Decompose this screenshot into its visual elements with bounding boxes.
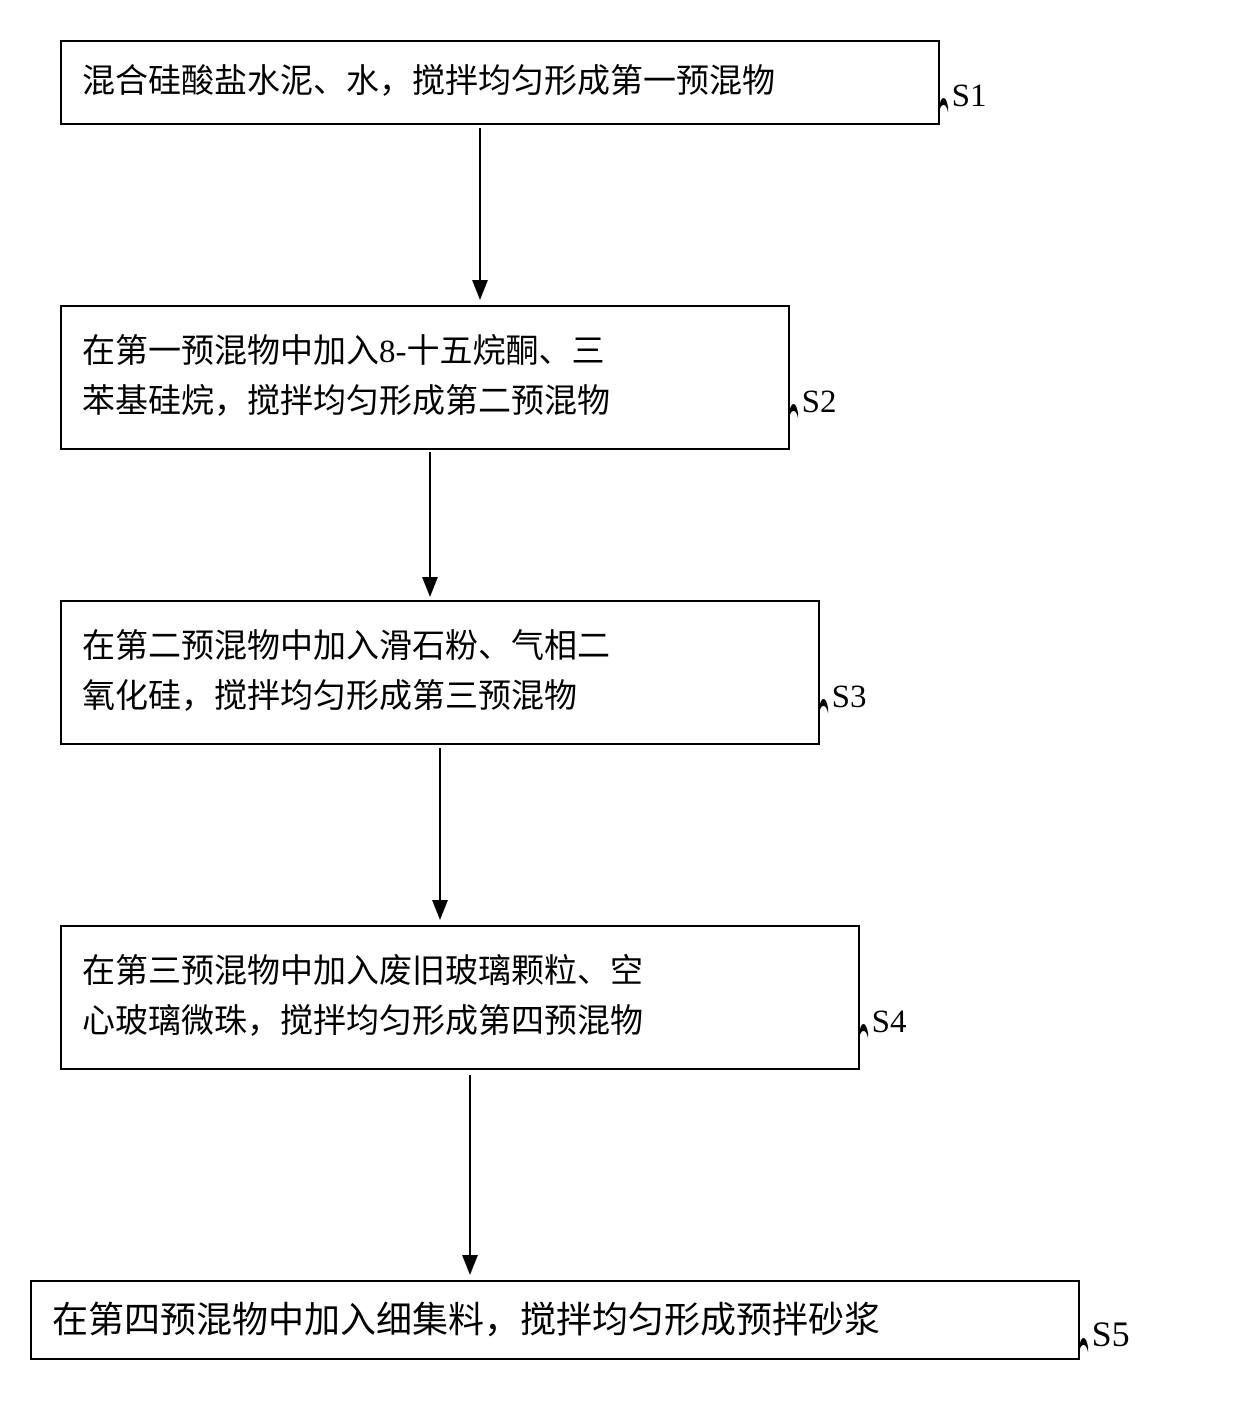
step-box-s4: 在第三预混物中加入废旧玻璃颗粒、空 心玻璃微珠，搅拌均匀形成第四预混物 [60, 925, 860, 1070]
step-s3: 在第二预混物中加入滑石粉、气相二 氧化硅，搅拌均匀形成第三预混物 ⌢ S3 [60, 600, 866, 745]
bracket-icon: ⌢ [1078, 1315, 1089, 1367]
step-box-s3: 在第二预混物中加入滑石粉、气相二 氧化硅，搅拌均匀形成第三预混物 [60, 600, 820, 745]
step-text-s2-line1: 在第一预混物中加入8-十五烷酮、三 [82, 334, 605, 370]
step-label-s5: S5 [1092, 1313, 1130, 1355]
bracket-icon: ⌢ [938, 75, 949, 127]
step-label-s1: S1 [952, 78, 987, 115]
arrow-s3-s4 [425, 748, 455, 920]
step-text-s4-line2: 心玻璃微珠，搅拌均匀形成第四预混物 [82, 1004, 643, 1040]
label-group-s1: ⌢ S1 [940, 78, 986, 115]
step-text-s2-line2: 苯基硅烷，搅拌均匀形成第二预混物 [82, 384, 610, 420]
step-s1: 混合硅酸盐水泥、水，搅拌均匀形成第一预混物 ⌢ S1 [60, 40, 986, 125]
step-s4: 在第三预混物中加入废旧玻璃颗粒、空 心玻璃微珠，搅拌均匀形成第四预混物 ⌢ S4 [60, 925, 906, 1070]
step-box-s2: 在第一预混物中加入8-十五烷酮、三 苯基硅烷，搅拌均匀形成第二预混物 [60, 305, 790, 450]
bracket-icon: ⌢ [788, 381, 799, 433]
step-text-s5: 在第四预混物中加入细集料，搅拌均匀形成预拌砂浆 [52, 1293, 880, 1347]
step-label-s3: S3 [832, 679, 867, 716]
step-s2: 在第一预混物中加入8-十五烷酮、三 苯基硅烷，搅拌均匀形成第二预混物 ⌢ S2 [60, 305, 836, 450]
label-group-s5: ⌢ S5 [1080, 1313, 1130, 1355]
arrow-s1-s2 [465, 128, 495, 300]
arrow-s4-s5 [455, 1075, 485, 1275]
step-text-s2: 在第一预混物中加入8-十五烷酮、三 苯基硅烷，搅拌均匀形成第二预混物 [82, 328, 610, 427]
step-box-s5: 在第四预混物中加入细集料，搅拌均匀形成预拌砂浆 [30, 1280, 1080, 1360]
arrow-s2-s3 [415, 452, 445, 597]
label-group-s4: ⌢ S4 [860, 1004, 906, 1041]
step-text-s4-line1: 在第三预混物中加入废旧玻璃颗粒、空 [82, 954, 643, 990]
label-group-s2: ⌢ S2 [790, 384, 836, 421]
step-label-s4: S4 [872, 1004, 907, 1041]
bracket-icon: ⌢ [858, 1001, 869, 1053]
step-text-s3: 在第二预混物中加入滑石粉、气相二 氧化硅，搅拌均匀形成第三预混物 [82, 623, 610, 722]
step-text-s3-line2: 氧化硅，搅拌均匀形成第三预混物 [82, 679, 577, 715]
step-text-s4: 在第三预混物中加入废旧玻璃颗粒、空 心玻璃微珠，搅拌均匀形成第四预混物 [82, 948, 643, 1047]
bracket-icon: ⌢ [818, 676, 829, 728]
label-group-s3: ⌢ S3 [820, 679, 866, 716]
step-s5: 在第四预混物中加入细集料，搅拌均匀形成预拌砂浆 ⌢ S5 [30, 1280, 1130, 1360]
step-box-s1: 混合硅酸盐水泥、水，搅拌均匀形成第一预混物 [60, 40, 940, 125]
step-text-s1: 混合硅酸盐水泥、水，搅拌均匀形成第一预混物 [82, 58, 775, 108]
step-label-s2: S2 [802, 384, 837, 421]
step-text-s3-line1: 在第二预混物中加入滑石粉、气相二 [82, 629, 610, 665]
flowchart-container: 混合硅酸盐水泥、水，搅拌均匀形成第一预混物 ⌢ S1 在第一预混物中加入8-十五… [0, 0, 1240, 1404]
